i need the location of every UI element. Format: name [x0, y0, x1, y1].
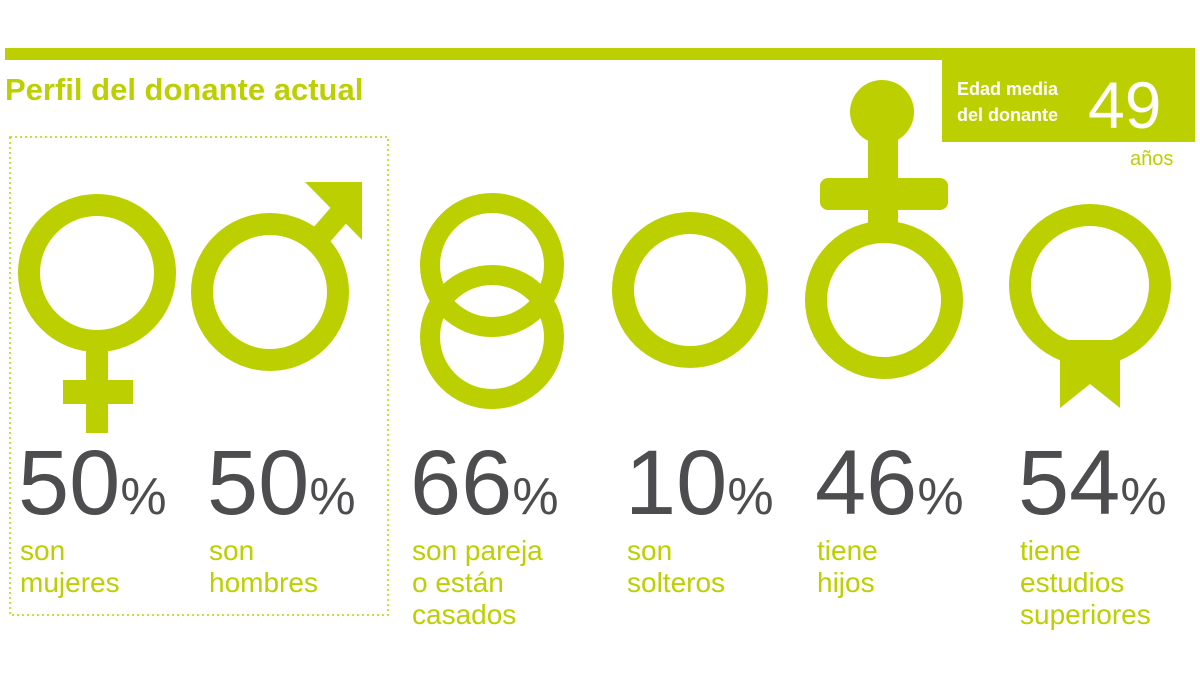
stat-label: superiores: [1020, 599, 1151, 630]
stat-value: 10: [625, 432, 727, 534]
stat-value: 66: [410, 432, 512, 534]
stat-value: 54: [1018, 432, 1120, 534]
stat-value: 46: [815, 432, 917, 534]
stat-number: 54%: [1018, 432, 1167, 534]
award-icon: [1009, 204, 1171, 408]
gender-frame: [9, 136, 389, 616]
stat-unit: %: [309, 468, 355, 526]
stat-value: 50: [207, 432, 309, 534]
stat-label: estudios: [1020, 567, 1124, 598]
stat-label: son: [209, 535, 254, 566]
pacifier-icon: [805, 80, 963, 379]
male-icon: [191, 182, 362, 371]
stat-unit: %: [917, 468, 963, 526]
stat-label: son: [20, 535, 65, 566]
age-box: [942, 60, 1195, 142]
stat-unit: %: [120, 468, 166, 526]
top-bar: [5, 48, 1195, 60]
age-label: del donante: [957, 105, 1058, 125]
age-label: Edad media: [957, 79, 1059, 99]
stat-number: 66%: [410, 432, 559, 534]
stat-label: solteros: [627, 567, 725, 598]
stat-label: hombres: [209, 567, 318, 598]
stat-unit: %: [512, 468, 558, 526]
stat-label: tiene: [1020, 535, 1081, 566]
stat-unit: %: [1120, 468, 1166, 526]
stat-number: 50%: [18, 432, 167, 534]
stat-label: son pareja: [412, 535, 543, 566]
female-icon: [18, 194, 176, 433]
stat-number: 46%: [815, 432, 964, 534]
age-value: 49: [1088, 68, 1161, 142]
stat-label: mujeres: [20, 567, 120, 598]
title: Perfil del donante actual: [5, 72, 363, 107]
stat-label: hijos: [817, 567, 875, 598]
stat-number: 10%: [625, 432, 774, 534]
stat-label: tiene: [817, 535, 878, 566]
stat-value: 50: [18, 432, 120, 534]
stat-label: casados: [412, 599, 516, 630]
stat-label: son: [627, 535, 672, 566]
single-ring-icon: [612, 212, 768, 368]
stat-number: 50%: [207, 432, 356, 534]
stat-unit: %: [727, 468, 773, 526]
age-unit: años: [1130, 148, 1173, 170]
stat-label: o están: [412, 567, 504, 598]
rings-icon: [420, 193, 564, 409]
